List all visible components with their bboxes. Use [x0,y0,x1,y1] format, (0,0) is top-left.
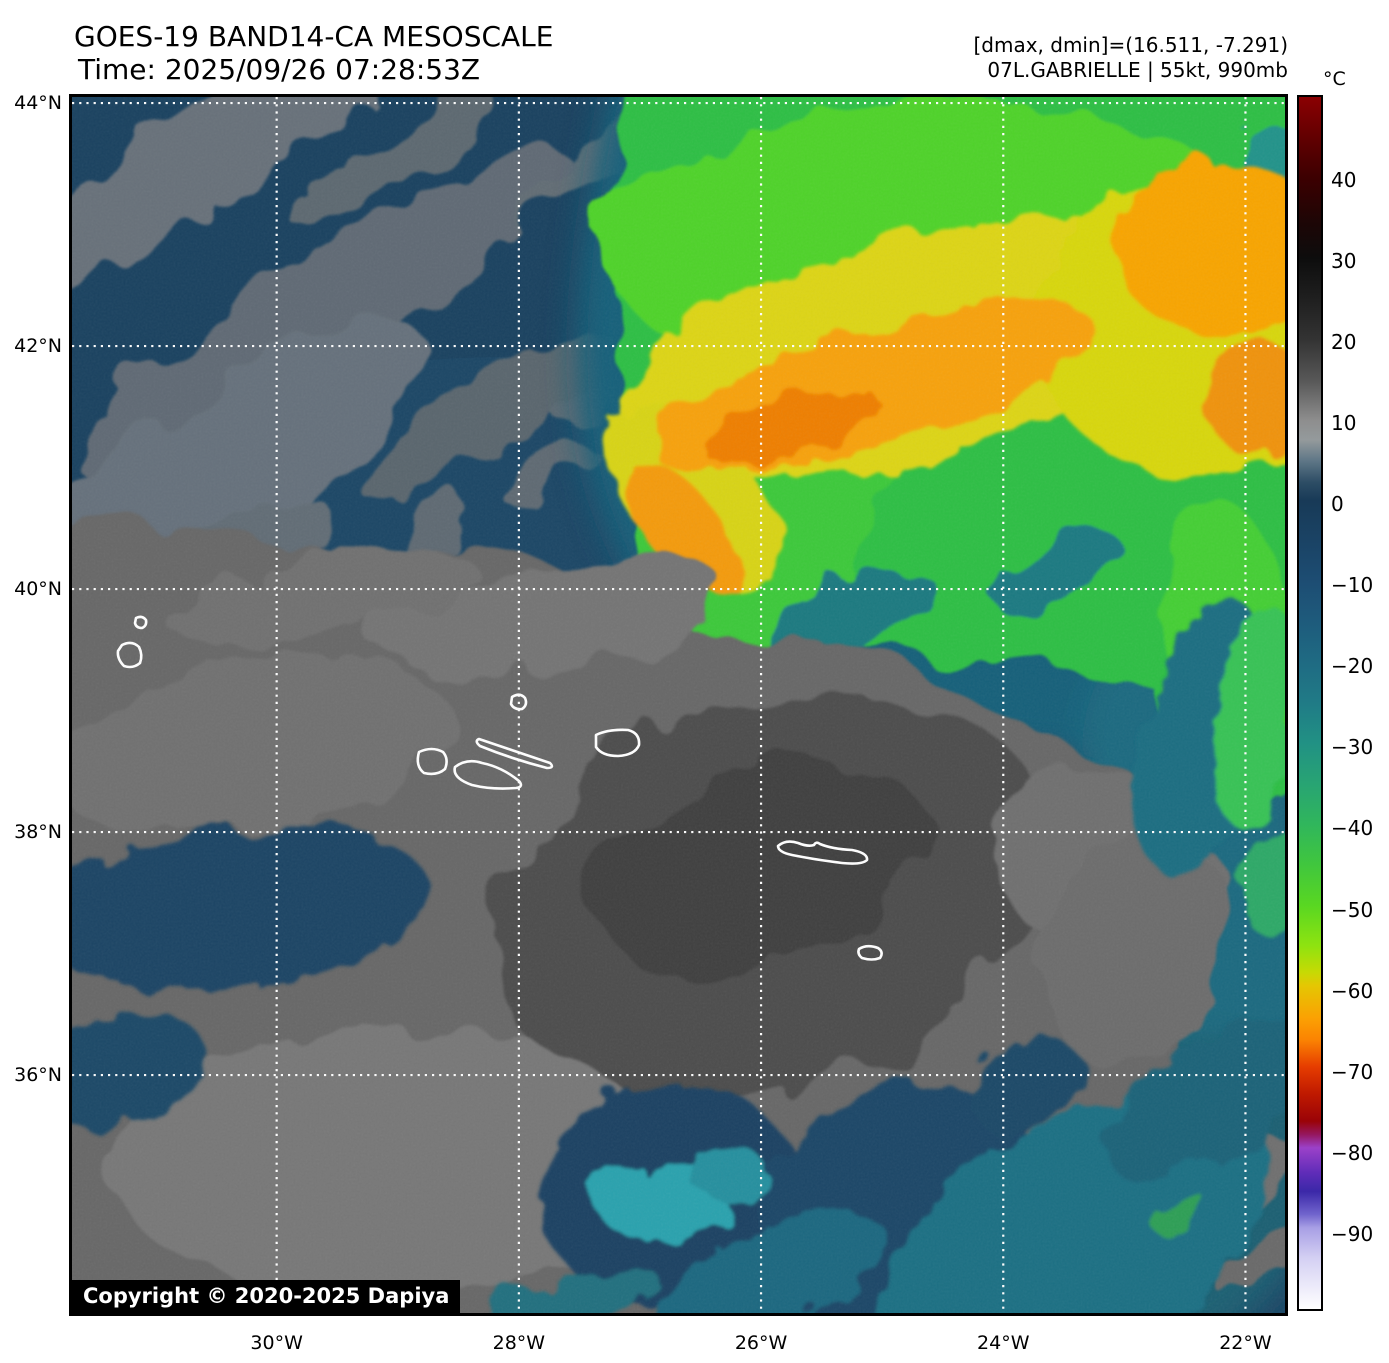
colorbar-tick-label: −80 [1331,1140,1374,1165]
lon-tick-label: 28°W [492,1332,546,1354]
colorbar-unit-label: °C [1323,68,1346,90]
colorbar-tick-label: 20 [1331,330,1357,355]
colorbar-tick-label: −10 [1331,573,1374,598]
page-title: GOES-19 BAND14-CA MESOSCALE [74,20,554,53]
lat-tick-label: 40°N [14,578,62,601]
colorbar-tick-label: −60 [1331,978,1374,1003]
header-right-block: [dmax, dmin]=(16.511, -7.291) 07L.GABRIE… [973,33,1288,83]
colorbar-tick-label: 30 [1331,249,1357,274]
lat-tick-label: 42°N [14,335,62,358]
colorbar-tick-label: −90 [1331,1221,1374,1246]
lat-tick-label: 44°N [14,92,62,115]
satellite-map-canvas: Copyright © 2020-2025 Dapiya [69,94,1288,1316]
storm-info-line: 07L.GABRIELLE | 55kt, 990mb [987,58,1288,82]
colorbar-tick-label: −70 [1331,1059,1374,1084]
sensor-grain-overlay [72,97,1285,1313]
timestamp-line: Time: 2025/09/26 07:28:53Z [78,53,481,86]
colorbar-tick-label: 0 [1331,492,1344,517]
lat-tick-label: 38°N [14,821,62,844]
colorbar-tick-label: 40 [1331,168,1357,193]
dmax-dmin-stats: [dmax, dmin]=(16.511, -7.291) [973,33,1288,57]
satellite-scene [72,97,1285,1313]
colorbar-tick-label: 10 [1331,411,1357,436]
colorbar-tick-label: −30 [1331,735,1374,760]
lon-tick-label: 24°W [977,1332,1030,1354]
lat-tick-label: 36°N [14,1064,62,1087]
colorbar-tick-label: −40 [1331,816,1374,841]
lon-tick-label: 30°W [250,1332,303,1354]
lon-tick-label: 26°W [734,1332,788,1354]
lon-tick-label: 22°W [1219,1332,1272,1354]
colorbar-tick-label: −20 [1331,654,1374,679]
temperature-colorbar [1297,95,1323,1311]
colorbar-tick-label: −50 [1331,897,1374,922]
copyright-badge: Copyright © 2020-2025 Dapiya [72,1280,461,1313]
